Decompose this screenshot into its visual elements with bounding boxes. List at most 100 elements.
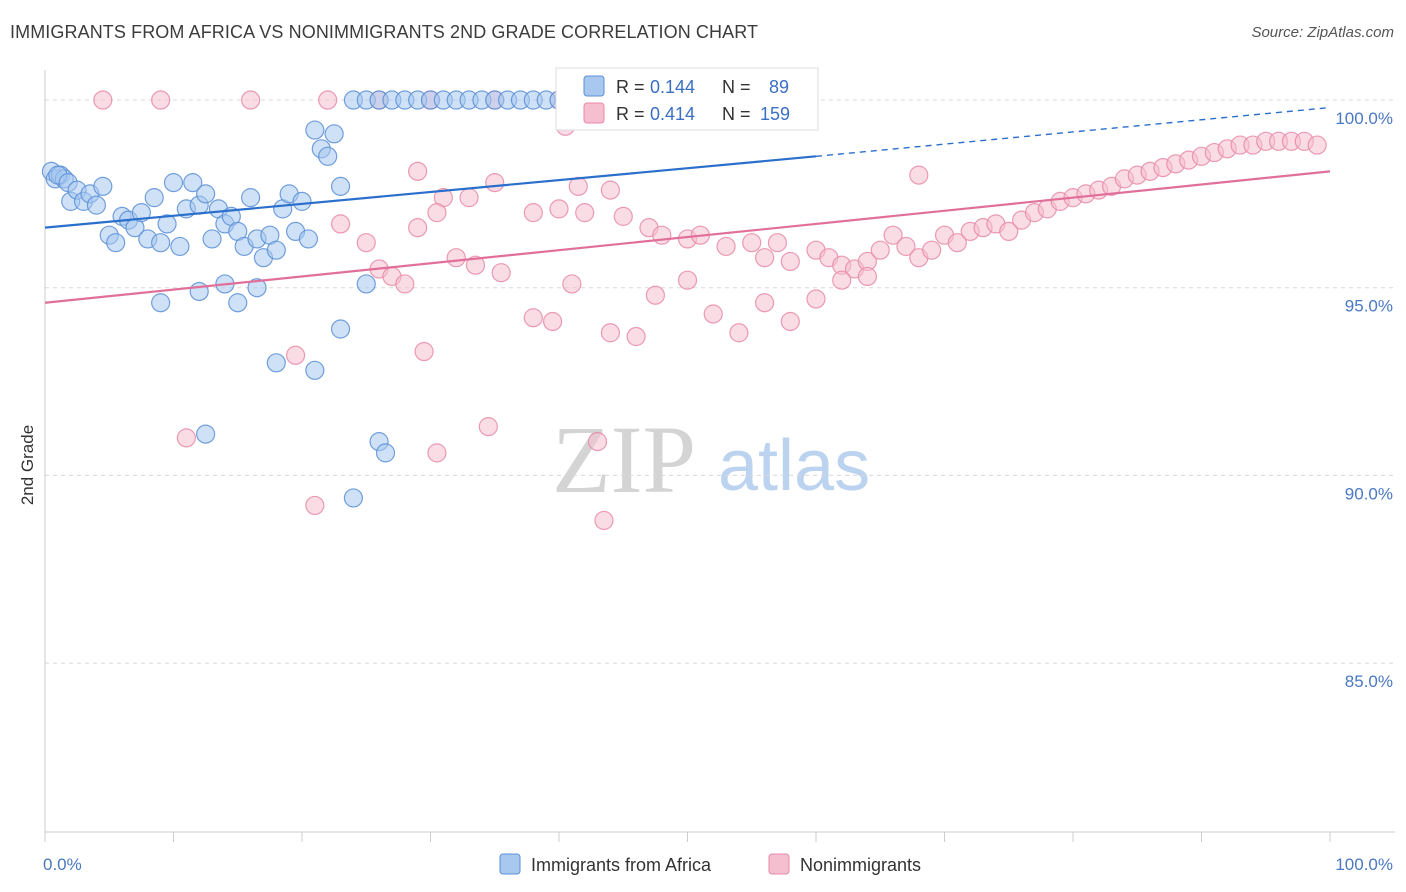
- immigrants-point: [131, 203, 151, 223]
- nonimmigrants-point: [285, 345, 306, 365]
- nonimmigrants-point: [446, 248, 466, 268]
- nonimmigrants-point: [754, 293, 775, 313]
- nonimmigrants-point: [600, 180, 621, 200]
- nonimmigrants-point: [626, 326, 646, 347]
- nonimmigrants-point: [575, 203, 595, 223]
- nonimmigrants-point: [330, 214, 351, 234]
- bottom-legend-label-immigrants: Immigrants from Africa: [531, 855, 712, 875]
- nonimmigrants-point: [703, 304, 723, 324]
- immigrants-point: [86, 195, 107, 215]
- y-tick-label: 90.0%: [1345, 484, 1393, 503]
- immigrants-point: [93, 176, 113, 196]
- nonimmigrants-point: [151, 90, 171, 110]
- nonimmigrants-point: [93, 90, 113, 110]
- nonimmigrants-point: [478, 417, 498, 437]
- nonimmigrants-point: [645, 285, 665, 305]
- nonimmigrants-point: [542, 311, 563, 332]
- nonimmigrants-point: [870, 240, 890, 260]
- immigrants-point: [196, 424, 216, 444]
- immigrants-point: [151, 293, 171, 313]
- nonimmigrants-point: [909, 165, 929, 185]
- immigrants-trend-extension: [815, 106, 1331, 158]
- series-legend: Immigrants from Africa Nonimmigrants: [499, 853, 921, 875]
- immigrants-point: [330, 176, 351, 196]
- bottom-legend-swatch-pink: [768, 853, 790, 875]
- legend-r-value-1: 0.144: [650, 77, 695, 97]
- nonimmigrants-point: [716, 236, 736, 257]
- immigrants-point: [356, 274, 376, 294]
- legend-n-value-1: 89: [769, 77, 789, 97]
- watermark-atlas: atlas: [718, 426, 870, 506]
- legend-r-label-1: R =: [616, 77, 645, 97]
- nonimmigrants-point: [176, 428, 196, 448]
- nonimmigrants-point: [883, 225, 903, 245]
- nonimmigrants-point: [857, 266, 878, 287]
- nonimmigrants-point: [587, 432, 608, 452]
- nonimmigrants-points: [93, 90, 1327, 531]
- axes: [44, 70, 1395, 842]
- nonimmigrants-point: [305, 495, 325, 516]
- immigrants-point: [170, 236, 190, 257]
- y-tick-label: 100.0%: [1335, 109, 1393, 128]
- immigrants-point: [183, 173, 203, 193]
- stats-legend: R = 0.144 N = 89 R = 0.414 N = 159: [555, 67, 819, 131]
- nonimmigrants-point: [742, 233, 762, 253]
- nonimmigrants-point: [896, 236, 916, 257]
- bottom-legend-swatch-blue: [499, 853, 521, 875]
- immigrants-point: [241, 188, 261, 208]
- immigrants-point: [266, 353, 286, 373]
- x-tick-label: 100.0%: [1335, 855, 1393, 874]
- immigrants-point: [228, 293, 248, 313]
- nonimmigrants-point: [465, 255, 486, 275]
- immigrants-point: [305, 120, 325, 140]
- x-tick-labels: 0.0% 100.0%: [43, 855, 1393, 874]
- nonimmigrants-point: [754, 248, 775, 268]
- y-tick-label: 95.0%: [1345, 297, 1393, 316]
- nonimmigrants-point: [1307, 135, 1327, 155]
- nonimmigrants-point: [600, 323, 621, 343]
- nonimmigrants-point: [356, 233, 376, 253]
- nonimmigrants-point: [999, 221, 1019, 242]
- x-tick-label: 0.0%: [43, 855, 82, 874]
- immigrants-point: [343, 488, 363, 508]
- nonimmigrants-point: [780, 251, 800, 272]
- y-tick-label: 85.0%: [1345, 672, 1393, 691]
- nonimmigrants-point: [767, 233, 788, 253]
- nonimmigrants-point: [729, 323, 749, 343]
- immigrants-point: [247, 278, 267, 298]
- watermark-zip: ZIP: [552, 406, 696, 513]
- legend-n-label-2: N =: [722, 104, 751, 124]
- legend-swatch-pink: [583, 102, 605, 124]
- chart-title: IMMIGRANTS FROM AFRICA VS NONIMMIGRANTS …: [10, 22, 759, 42]
- nonimmigrants-point: [562, 274, 582, 294]
- immigrants-point: [292, 191, 312, 211]
- immigrants-point: [163, 173, 184, 193]
- nonimmigrants-point: [395, 274, 415, 294]
- nonimmigrants-point: [241, 90, 261, 110]
- nonimmigrants-point: [806, 289, 826, 309]
- immigrants-point: [375, 443, 396, 463]
- immigrants-points: [41, 90, 698, 508]
- nonimmigrants-point: [427, 443, 447, 463]
- nonimmigrants-point: [549, 199, 569, 219]
- immigrants-point: [144, 188, 164, 208]
- immigrants-point: [330, 319, 351, 339]
- legend-n-label-1: N =: [722, 77, 751, 97]
- y-axis-label: 2nd Grade: [18, 425, 37, 505]
- nonimmigrants-point: [613, 206, 633, 226]
- immigrants-point: [298, 229, 319, 249]
- nonimmigrants-point: [677, 270, 698, 290]
- nonimmigrants-point: [491, 263, 511, 283]
- source-label: Source: ZipAtlas.com: [1251, 24, 1394, 41]
- nonimmigrants-point: [594, 510, 614, 531]
- legend-n-value-2: 159: [760, 104, 790, 124]
- immigrants-point: [318, 146, 338, 166]
- nonimmigrants-point: [652, 225, 672, 245]
- trend-lines: [44, 106, 1331, 304]
- immigrants-point: [106, 233, 126, 253]
- immigrants-point: [202, 229, 222, 249]
- y-tick-labels: 85.0% 90.0% 95.0% 100.0%: [1335, 109, 1393, 691]
- bottom-legend-label-nonimmigrants: Nonimmigrants: [800, 855, 921, 875]
- immigrants-point: [266, 240, 286, 260]
